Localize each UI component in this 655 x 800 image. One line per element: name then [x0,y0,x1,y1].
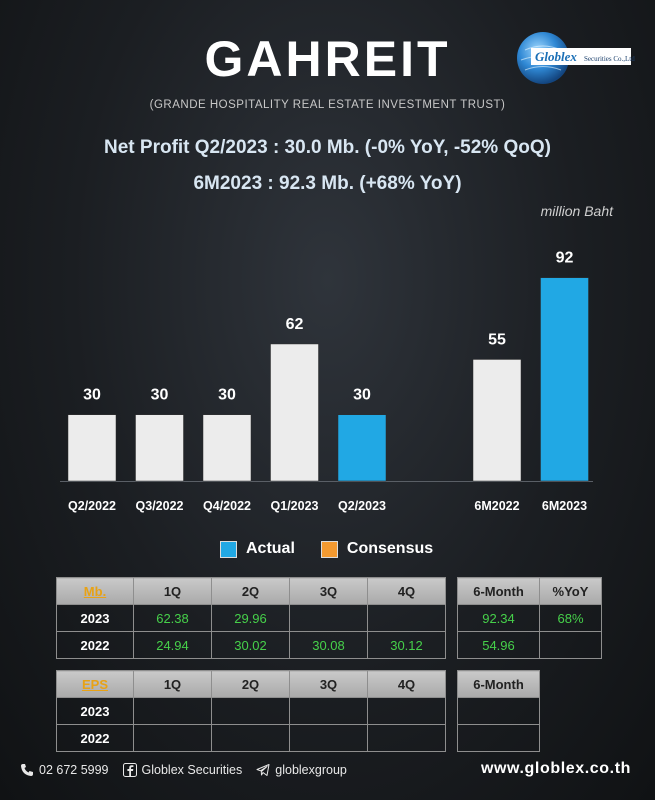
chart-legend: Actual Consensus [220,538,433,560]
bar-q2-2022 [67,414,117,482]
table-row: 92.34 68% [457,604,602,632]
legend-consensus-label: Consensus [346,540,434,557]
row-label: 2023 [56,604,134,632]
table-row [457,724,540,752]
row-label: 2022 [56,724,134,752]
table-row: 2022 [56,724,446,752]
legend-actual-label: Actual [246,540,295,557]
data-label: 55 [488,331,506,348]
table-cell [457,724,540,752]
data-label: 30 [218,387,236,404]
telegram-icon [256,764,270,776]
footer-facebook[interactable]: Globlex Securities [141,763,243,777]
col-header: 4Q [367,577,446,605]
col-header: 6-Month [457,577,540,605]
page-subtitle: (GRANDE HOSPITALITY REAL ESTATE INVESTME… [149,99,506,111]
table-cell [367,724,446,752]
row-label: 2022 [56,631,134,659]
footer-telegram[interactable]: globlexgroup [275,763,347,777]
table-cell: 92.34 [457,604,540,632]
page-title: GAHREIT [204,31,451,87]
legend-consensus-swatch [320,540,338,558]
bar-q4-2022 [202,414,252,482]
x-tick-label: Q2/2022 [68,499,116,513]
eps-table-key: EPS [56,670,134,698]
col-header: 1Q [133,577,212,605]
table-row: 54.96 [457,631,602,659]
data-label: 62 [286,316,304,333]
data-label: 30 [151,387,169,404]
unit-label: million Baht [540,203,613,219]
col-header: 4Q [367,670,446,698]
col-header: 1Q [133,670,212,698]
x-tick-label: 6M2022 [474,499,519,513]
data-label: 30 [83,387,101,404]
col-header: %YoY [539,577,602,605]
svg-text:Globlex: Globlex [535,49,577,64]
svg-text:Securities Co.,Ltd.: Securities Co.,Ltd. [584,55,635,63]
table-cell: 30.08 [289,631,368,659]
table-cell [457,697,540,725]
table-cell [133,697,212,725]
table-cell [289,697,368,725]
data-label: 92 [556,250,574,267]
footer-phone[interactable]: 02 672 5999 [39,763,109,777]
footer-contacts: 02 672 5999 Globlex Securities globlexgr… [20,763,347,777]
eps-table: EPS 1Q 2Q 3Q 4Q 2023 2022 [56,670,446,752]
table-cell: 29.96 [211,604,290,632]
table-cell [289,604,368,632]
profit-6m-table: 6-Month %YoY 92.34 68% 54.96 [457,577,602,659]
eps-6m-table: 6-Month [457,670,540,752]
footer-website[interactable]: www.globlex.co.th [480,760,631,777]
bar-q2-2023 [337,414,387,482]
bar-q1-2023 [270,343,319,482]
table-cell [539,631,602,659]
headline-half-year: 6M2023 : 92.3 Mb. (+68% YoY) [193,173,462,194]
col-header: 2Q [211,670,290,698]
table-cell [133,724,212,752]
facebook-icon [122,763,137,777]
x-tick-label: Q3/2022 [136,499,184,513]
x-tick-label: Q2/2023 [338,499,386,513]
bar-6m2023 [540,277,589,482]
profit-table: Mb. 1Q 2Q 3Q 4Q 2023 62.38 29.96 2022 24… [56,577,446,659]
table-cell: 30.02 [211,631,290,659]
globlex-logo: Globlex Securities Co.,Ltd. [517,32,635,84]
table-cell [289,724,368,752]
table-cell [367,697,446,725]
table-cell: 30.12 [367,631,446,659]
table-row: 2023 62.38 29.96 [56,604,446,632]
x-tick-label: 6M2023 [542,499,587,513]
col-header: 3Q [289,670,368,698]
table-row [457,697,540,725]
bar-q3-2022 [135,414,184,482]
table-row: 2022 24.94 30.02 30.08 30.12 [56,631,446,659]
col-header: 2Q [211,577,290,605]
net-profit-chart: 30 Q2/2022 30 Q3/2022 30 Q4/2022 62 Q1/2023 30 Q2… [60,250,593,513]
table-cell: 54.96 [457,631,540,659]
x-tick-label: Q4/2022 [203,499,251,513]
table-cell: 68% [539,604,602,632]
col-header: 6-Month [457,670,540,698]
bar-6m2022 [472,359,522,482]
x-tick-label: Q1/2023 [271,499,319,513]
table-row: 2023 [56,697,446,725]
headline-quarter: Net Profit Q2/2023 : 30.0 Mb. (-0% YoY, … [104,137,551,158]
col-header: 3Q [289,577,368,605]
table-cell [211,697,290,725]
data-label: 30 [353,387,371,404]
table-cell: 62.38 [133,604,212,632]
table-cell: 24.94 [133,631,212,659]
row-label: 2023 [56,697,134,725]
phone-icon [21,764,33,776]
table-cell [367,604,446,632]
profit-table-key: Mb. [56,577,134,605]
legend-actual-swatch [220,540,237,558]
table-cell [211,724,290,752]
